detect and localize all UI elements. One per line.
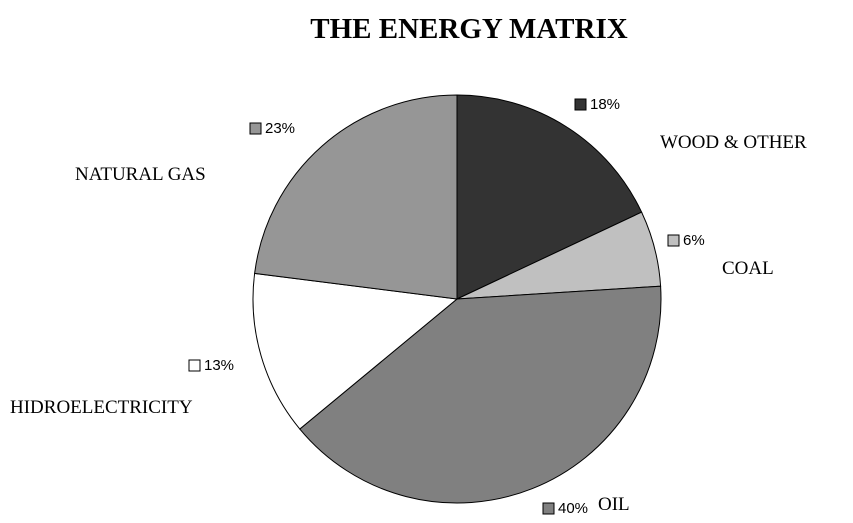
pie-slice bbox=[456, 94, 643, 300]
value-label: 40% bbox=[558, 500, 588, 517]
value-label: 18% bbox=[590, 96, 620, 113]
category-label: OIL bbox=[598, 494, 630, 515]
category-label: COAL bbox=[722, 258, 774, 279]
pie-slice bbox=[254, 94, 458, 300]
category-label: HIDROELECTRICITY bbox=[10, 397, 193, 418]
legend-swatch bbox=[574, 98, 587, 111]
value-label: 6% bbox=[683, 232, 705, 249]
legend-swatch bbox=[542, 502, 555, 515]
value-label: 13% bbox=[204, 357, 234, 374]
pie-slice bbox=[299, 285, 662, 504]
chart-title: THE ENERGY MATRIX bbox=[310, 13, 627, 45]
category-label: WOOD & OTHER bbox=[660, 132, 807, 153]
category-label: NATURAL GAS bbox=[75, 164, 206, 185]
value-label: 23% bbox=[265, 120, 295, 137]
legend-swatch bbox=[249, 122, 262, 135]
pie-slice bbox=[252, 272, 459, 430]
legend-swatch bbox=[188, 359, 201, 372]
legend-swatch bbox=[667, 234, 680, 247]
